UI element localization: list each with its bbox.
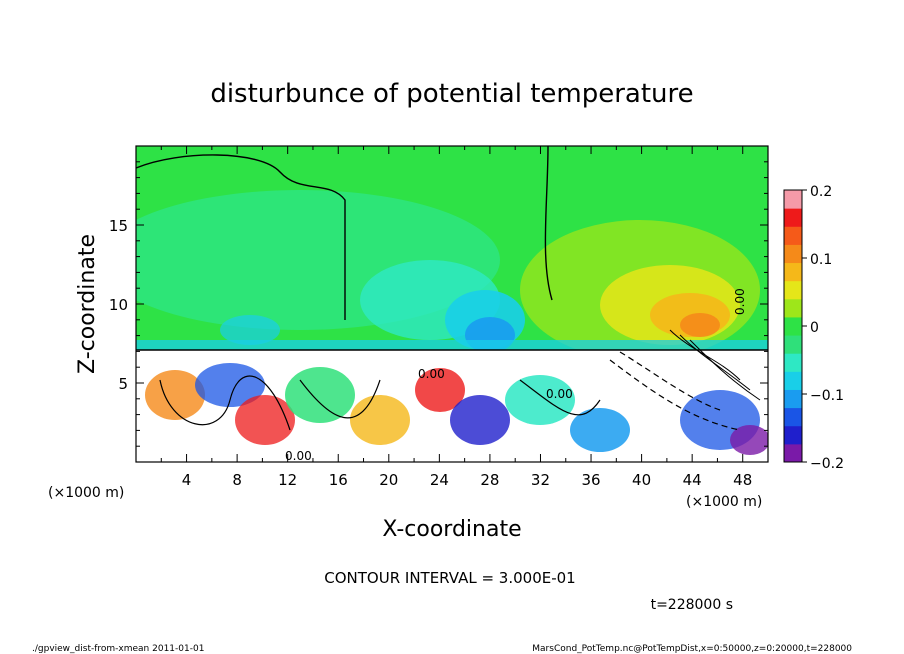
x-tick-label: 8: [232, 471, 242, 489]
field-lower-blob: [235, 395, 295, 445]
field-lower-blob: [730, 425, 768, 455]
x-axis-ticks: 4 8 12 16 20 24 28 32 36 40 44 48: [160, 146, 752, 489]
x-tick-label: 32: [531, 471, 550, 489]
x-tick-label: 44: [683, 471, 702, 489]
colorbar-segment: [784, 244, 802, 264]
contour-label: 0.00: [285, 449, 312, 463]
y-axis-label: Z-coordinate: [75, 234, 100, 374]
field-lower-blob: [285, 367, 355, 423]
colorbar-segment: [784, 389, 802, 409]
colorbar-tick-label: −0.1: [810, 388, 844, 404]
colorbar-ticks: 0.2 0.1 0 −0.1 −0.2: [802, 184, 844, 472]
colorbar-segment: [784, 316, 802, 336]
contour-line: [619, 351, 721, 411]
x-unit-label: (×1000 m): [686, 494, 762, 510]
field-lower-blob: [415, 368, 465, 412]
field-lower-blob: [450, 395, 510, 445]
x-tick-label: 4: [182, 471, 192, 489]
y-tick-label: 5: [118, 375, 128, 393]
colorbar-tick-label: 0.1: [810, 252, 832, 268]
colorbar-segment: [784, 208, 802, 227]
colorbar-tick-label: −0.2: [810, 456, 844, 472]
contour-line: [544, 146, 553, 301]
colorbar-segment: [784, 226, 802, 245]
contour-line: [159, 375, 291, 431]
x-tick-label: 36: [581, 471, 600, 489]
footer-right: MarsCond_PotTemp.nc@PotTempDist,x=0:5000…: [532, 644, 852, 654]
colorbar-segment: [784, 280, 802, 300]
colorbar-segment: [784, 298, 802, 318]
x-tick-label: 28: [480, 471, 499, 489]
field-lower-blob: [620, 370, 700, 430]
heatmap-field: 0.00 0.00 0.00 0.00: [136, 146, 768, 463]
field-dark-orange-patch: [680, 313, 720, 337]
colorbar-tick-label: 0: [810, 320, 819, 336]
y-axis-ticks: 5 10 15: [109, 161, 768, 447]
x-tick-label: 24: [430, 471, 449, 489]
contour-line: [689, 339, 761, 401]
field-lower-blob: [505, 375, 575, 425]
y-tick-label: 10: [109, 296, 128, 314]
colorbar-segment: [784, 371, 802, 390]
contour-label: 0.00: [733, 288, 747, 315]
field-lower-blob: [570, 408, 630, 452]
field-cyan-patch-2: [220, 315, 280, 345]
colorbar: [784, 190, 802, 463]
y-tick-label: 15: [109, 217, 128, 235]
x-tick-label: 20: [379, 471, 398, 489]
x-tick-label: 16: [329, 471, 348, 489]
colorbar-segment: [784, 443, 802, 463]
y-unit-label: (×1000 m): [48, 485, 124, 501]
contour-label: 0.00: [546, 387, 573, 401]
colorbar-tick-label: 0.2: [810, 184, 832, 200]
x-axis-label: X-coordinate: [382, 517, 521, 542]
chart-title: disturbunce of potential temperature: [210, 79, 693, 109]
field-layer-top: [136, 340, 768, 350]
contour-line: [136, 154, 346, 320]
colorbar-segment: [784, 353, 802, 372]
time-text: t=228000 s: [651, 597, 733, 613]
x-tick-label: 12: [278, 471, 297, 489]
colorbar-segment: [784, 335, 802, 354]
contour-interval-text: CONTOUR INTERVAL = 3.000E-01: [324, 569, 575, 587]
footer-left: ./gpview_dist-from-xmean 2011-01-01: [32, 644, 204, 654]
colorbar-segment: [784, 425, 802, 445]
field-lower-blob: [350, 395, 410, 445]
contour-line: [609, 359, 741, 431]
contour-label: 0.00: [418, 367, 445, 381]
contour-line: [519, 379, 601, 416]
colorbar-segment: [784, 190, 802, 209]
colorbar-segment: [784, 262, 802, 282]
x-tick-label: 40: [632, 471, 651, 489]
x-tick-label: 48: [733, 471, 752, 489]
contour-line: [299, 379, 381, 419]
field-lower-blob: [145, 370, 205, 420]
colorbar-segment: [784, 407, 802, 427]
field-lower-blob: [195, 363, 265, 407]
